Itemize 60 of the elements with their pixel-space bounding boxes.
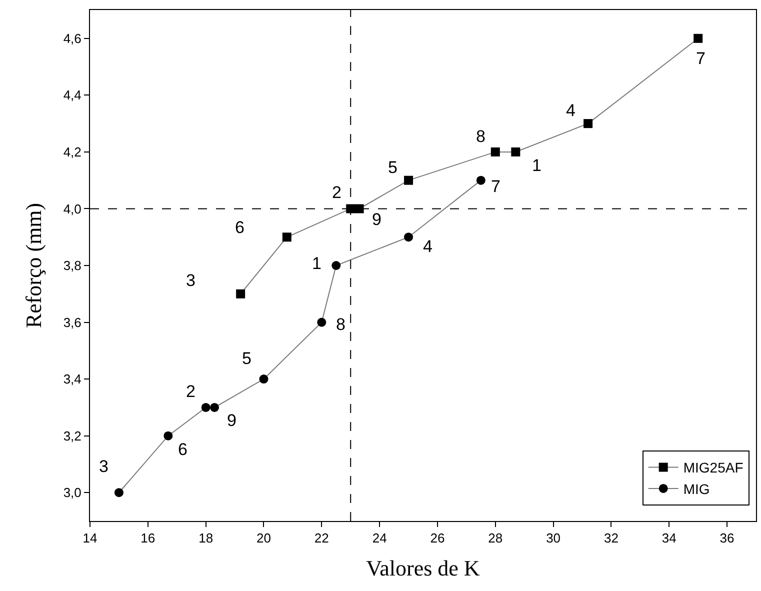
annotation: 6 — [178, 440, 188, 459]
annotation: 3 — [99, 457, 108, 476]
point — [317, 318, 326, 327]
x-tick-label: 24 — [372, 530, 387, 546]
annotation: 4 — [423, 237, 432, 256]
point — [694, 34, 703, 43]
point — [476, 176, 486, 185]
annotation: 5 — [388, 158, 398, 177]
point — [584, 119, 593, 128]
legend-label: MIG25AF — [683, 460, 744, 476]
x-tick-label: 20 — [256, 530, 271, 546]
point — [164, 431, 173, 440]
y-tick-label: 3,4 — [63, 372, 82, 387]
annotation: 1 — [312, 254, 322, 273]
point — [259, 374, 268, 384]
x-tick-label: 34 — [662, 530, 676, 546]
legend-label: MIG — [683, 480, 710, 497]
point — [201, 402, 210, 412]
y-tick-label: 4,6 — [63, 30, 82, 46]
y-tick-label: 3,6 — [63, 314, 82, 330]
y-axis-title: Reforço (mm) — [21, 202, 46, 328]
x-tick-label: 18 — [198, 530, 214, 546]
annotation: 4 — [566, 101, 576, 120]
x-tick-label: 22 — [314, 530, 329, 546]
x-tick-label: 14 — [82, 530, 98, 546]
x-tick-label: 28 — [488, 530, 503, 546]
x-tick-label: 16 — [140, 530, 156, 546]
point — [236, 289, 246, 298]
annotation: 7 — [696, 49, 706, 68]
point — [332, 261, 341, 270]
x-tick-label: 26 — [430, 530, 445, 546]
x-tick-label: 32 — [604, 530, 618, 546]
y-tick-label: 3,8 — [63, 258, 82, 274]
y-tick-label: 3,0 — [63, 485, 82, 500]
point — [114, 488, 124, 498]
annotation: 5 — [242, 349, 252, 368]
y-tick-label: 4,4 — [63, 88, 82, 103]
annotation: 8 — [476, 127, 486, 146]
annotation: 9 — [227, 411, 236, 430]
x-tick-label: 30 — [546, 530, 561, 546]
y-tick-label: 4,0 — [63, 201, 82, 216]
point — [490, 147, 500, 156]
annotation: 2 — [332, 183, 342, 202]
annotation: 9 — [372, 210, 382, 229]
annotation: 6 — [235, 218, 244, 237]
point — [404, 176, 414, 185]
annotation: 2 — [186, 382, 196, 401]
annotation: 1 — [532, 156, 542, 175]
point — [404, 232, 414, 242]
annotation: 3 — [186, 271, 196, 290]
x-tick-label: 36 — [720, 530, 734, 546]
y-tick-label: 3,2 — [63, 428, 82, 444]
point — [282, 232, 292, 242]
annotation: 7 — [491, 177, 500, 196]
point — [354, 204, 364, 214]
y-tick-label: 4,2 — [63, 144, 82, 160]
point — [511, 147, 520, 156]
point — [210, 402, 220, 412]
annotation: 8 — [336, 315, 346, 334]
x-axis-title: Valores de K — [366, 556, 480, 580]
